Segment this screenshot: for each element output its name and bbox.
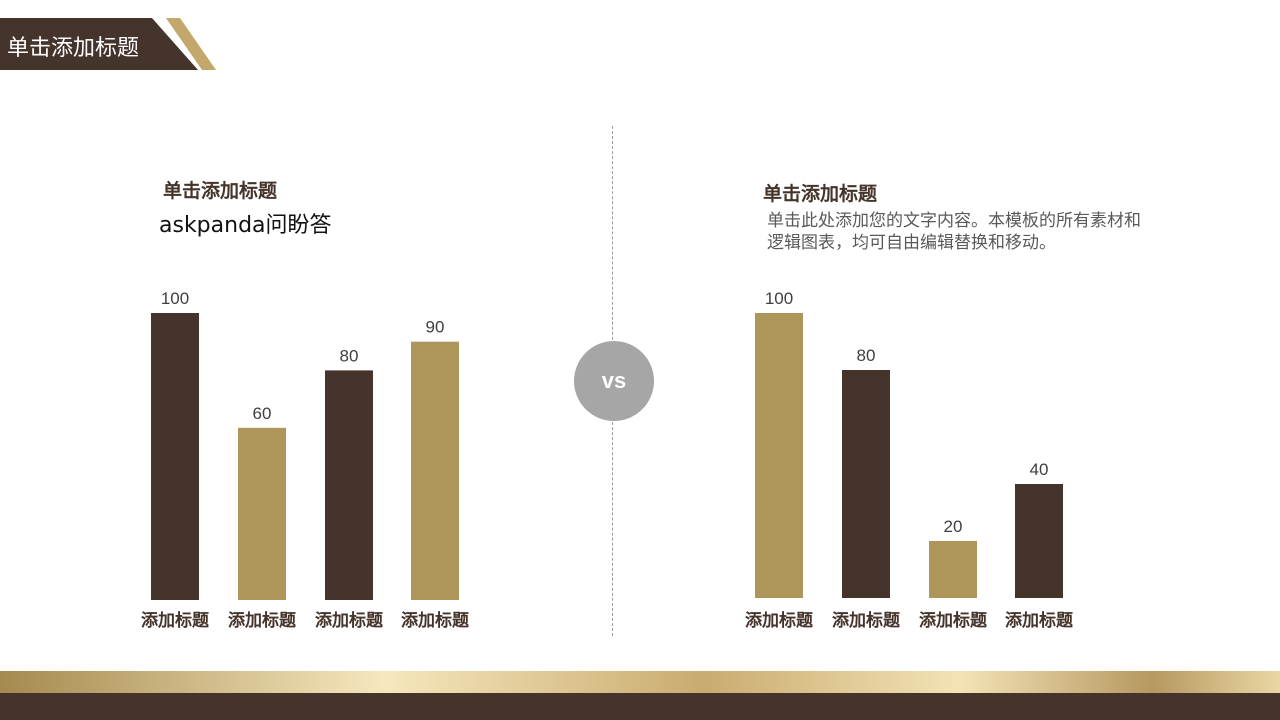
category-label: 添加标题 [401,610,470,631]
bar-4 [411,341,459,600]
footer-brown-band [0,693,1280,720]
bar-3 [325,370,373,600]
bar-value-label: 100 [765,289,793,308]
category-label: 添加标题 [228,610,297,631]
category-label: 添加标题 [832,610,901,631]
category-label: 添加标题 [141,610,210,631]
page-title: 单击添加标题 [7,36,140,61]
category-label: 添加标题 [745,610,814,631]
right-description: 单击此处添加您的文字内容。本模板的所有素材和逻辑图表，均可自由编辑替换和移动。 [767,211,1141,253]
left-bar-chart: 100 添加标题 60 添加标题 80 添加标题 90 添加标题 [141,289,470,631]
category-label: 添加标题 [919,610,988,631]
bar-3 [929,541,977,598]
vs-badge: vs [574,341,654,421]
bar-value-label: 60 [253,404,272,423]
bar-4 [1015,484,1063,598]
bar-1 [151,313,199,600]
bar-value-label: 80 [340,346,359,365]
category-label: 添加标题 [1005,610,1074,631]
right-bar-chart: 100 添加标题 80 添加标题 20 添加标题 40 添加标题 [745,289,1074,631]
title-banner: 单击添加标题 [0,18,216,70]
bar-value-label: 80 [857,346,876,365]
left-extra-text: askpanda问盼答 [159,213,332,238]
bar-2 [238,427,286,600]
right-subtitle: 单击添加标题 [763,183,878,205]
bar-1 [755,313,803,598]
bar-value-label: 20 [944,517,963,536]
bar-value-label: 90 [426,318,445,337]
footer-gold-band [0,671,1280,693]
bar-2 [842,370,890,598]
category-label: 添加标题 [315,610,384,631]
left-subtitle: 单击添加标题 [163,180,278,202]
bar-value-label: 40 [1030,460,1049,479]
bar-value-label: 100 [161,289,189,308]
title-banner-shape [0,18,216,70]
